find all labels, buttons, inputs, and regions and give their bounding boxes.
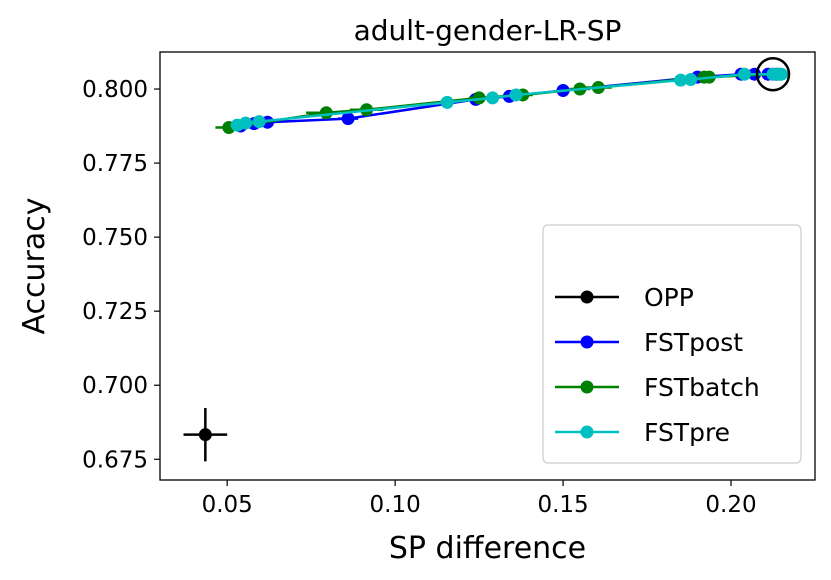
legend-marker: [580, 290, 594, 304]
legend-marker: [580, 380, 594, 394]
y-tick-label: 0.700: [82, 373, 148, 399]
y-tick-label: 0.675: [82, 447, 148, 473]
data-point: [737, 67, 751, 81]
x-tick-label: 0.10: [370, 492, 421, 518]
data-point: [319, 106, 333, 120]
legend-item-fstpre: FSTpre: [555, 418, 730, 447]
plot-area: [183, 67, 788, 462]
data-point: [198, 428, 212, 442]
series-fstpre: [230, 67, 788, 132]
legend-label: FSTbatch: [644, 373, 760, 402]
legend-label: OPP: [644, 283, 694, 312]
x-tick-label: 0.20: [705, 492, 756, 518]
y-tick-label: 0.725: [82, 299, 148, 325]
y-tick-label: 0.750: [82, 225, 148, 251]
y-tick-label: 0.800: [82, 77, 148, 103]
legend-marker: [580, 335, 594, 349]
data-point: [674, 73, 688, 87]
legend-marker: [580, 425, 594, 439]
y-tick-label: 0.775: [82, 151, 148, 177]
highlight-circle: [755, 56, 791, 92]
data-point: [774, 67, 788, 81]
x-axis-title: SP difference: [389, 531, 586, 566]
legend: OPP FSTpost FSTbatch FSTpre: [542, 224, 802, 464]
legend-label: FSTpost: [644, 328, 743, 357]
data-point: [509, 88, 523, 102]
series-opp: [183, 408, 228, 462]
data-point: [341, 112, 355, 126]
x-tick-label: 0.15: [537, 492, 588, 518]
y-axis-title: Accuracy: [17, 198, 52, 335]
chart-title: adult-gender-LR-SP: [354, 14, 622, 47]
data-point: [239, 116, 253, 130]
x-tick-label: 0.05: [202, 492, 253, 518]
axes-frame: [159, 51, 816, 481]
legend-item-opp: OPP: [555, 283, 694, 312]
legend-item-fstbatch: FSTbatch: [555, 373, 760, 402]
legend-item-fstpost: FSTpost: [555, 328, 743, 357]
legend-box: [542, 224, 802, 464]
legend-label: FSTpre: [644, 418, 730, 447]
data-point: [440, 95, 454, 109]
data-point: [472, 91, 486, 105]
data-point: [684, 73, 698, 87]
data-point: [252, 115, 266, 129]
data-point: [486, 91, 500, 105]
